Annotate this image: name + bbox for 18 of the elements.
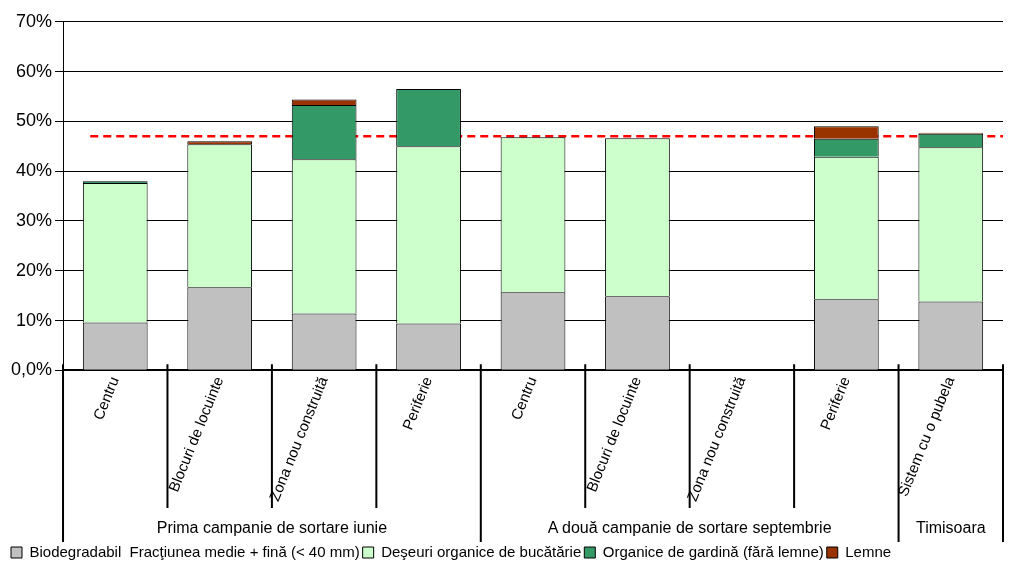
legend-label: Deşeuri organice de bucătărie bbox=[381, 542, 582, 560]
y-tick-label: 70% bbox=[16, 10, 53, 31]
legend-label: Organice de gardină (fără lemne) bbox=[602, 542, 824, 560]
y-tick-label: 10% bbox=[16, 309, 53, 330]
y-tick-label: 0,0% bbox=[11, 359, 53, 380]
x-tick-label: Centru bbox=[507, 374, 540, 423]
y-tick-label: 50% bbox=[16, 110, 53, 131]
y-tick-label: 20% bbox=[16, 259, 53, 280]
y-tick-label: 60% bbox=[16, 60, 53, 81]
text: Timisoara bbox=[915, 519, 986, 537]
x-tick-label: Centru bbox=[89, 374, 122, 423]
legend-label: Biodegradabil Fracţiunea medie + fină (< 40 mm) bbox=[29, 542, 360, 560]
x-tick-label: Sistem cu o pubela bbox=[893, 373, 958, 499]
legend-label: Lemne bbox=[845, 542, 892, 560]
y-tick-label: 30% bbox=[16, 209, 53, 230]
text: A două campanie de sortare septembrie bbox=[547, 519, 832, 537]
y-tick-label: 40% bbox=[16, 160, 53, 181]
text: Prima campanie de sortare iunie bbox=[156, 519, 388, 537]
